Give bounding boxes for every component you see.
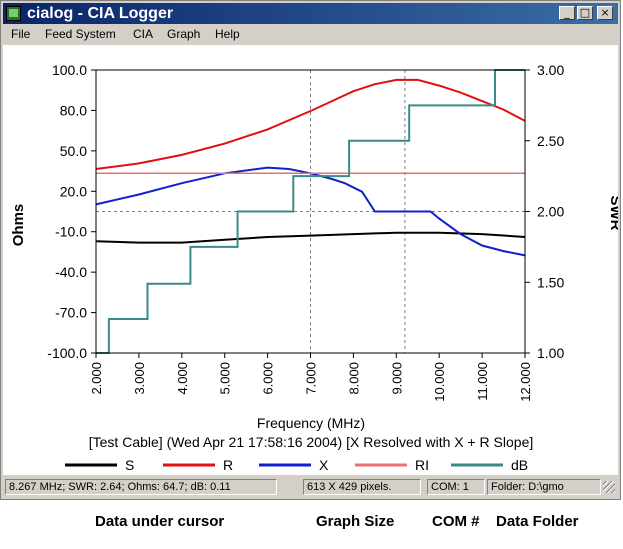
- left-tick-label: 50.0: [60, 143, 87, 159]
- right-tick-label: 3.00: [537, 62, 564, 78]
- series-line-s: [95, 231, 526, 244]
- legend: S R X RI dB: [65, 457, 528, 473]
- menu-file[interactable]: File: [11, 27, 31, 41]
- left-tick-label: -40.0: [55, 264, 87, 280]
- left-tick-label: 80.0: [60, 102, 87, 118]
- resize-grip-icon[interactable]: [603, 481, 615, 493]
- x-tick-label: 4.000: [175, 362, 190, 395]
- status-com-port: COM: 1: [427, 479, 485, 495]
- x-tick-label: 2.000: [89, 362, 104, 395]
- left-tick-label: -10.0: [55, 224, 87, 240]
- maximize-button[interactable]: □: [577, 6, 593, 20]
- x-tick-label: 3.000: [132, 362, 147, 395]
- caption-data-folder: Data Folder: [496, 513, 579, 530]
- left-tick-label: -100.0: [47, 345, 87, 361]
- right-axis-label: SWR: [607, 196, 618, 231]
- status-graph-size: 613 X 429 pixels.: [303, 479, 421, 495]
- legend-label-s: S: [125, 457, 134, 473]
- window-title: cialog - CIA Logger: [27, 5, 174, 22]
- minimize-button[interactable]: _: [559, 6, 575, 20]
- x-tick-label: 9.000: [389, 362, 404, 395]
- status-cursor-data: 8.267 MHz; SWR: 2.64; Ohms: 64.7; dB: 0.…: [5, 479, 277, 495]
- series-line-db: [96, 69, 525, 354]
- x-axis-label: Frequency (MHz): [257, 415, 365, 431]
- legend-label-db: dB: [511, 457, 528, 473]
- menu-cia[interactable]: CIA: [133, 27, 154, 41]
- right-tick-label: 2.00: [537, 204, 564, 220]
- right-tick-label: 1.50: [537, 274, 564, 290]
- app-icon[interactable]: [6, 6, 21, 21]
- x-tick-label: 7.000: [304, 362, 319, 395]
- menu-graph[interactable]: Graph: [167, 27, 201, 41]
- legend-label-x: X: [319, 457, 329, 473]
- title-bar[interactable]: cialog - CIA Logger _ □ ×: [3, 3, 618, 24]
- graph-panel[interactable]: 100.0 80.0 50.0 20.0 -10.0 -40.0 -70.0 -100.0 3.…: [3, 45, 623, 475]
- legend-label-ri: RI: [415, 457, 429, 473]
- graph-subtitle: [Test Cable] (Wed Apr 21 17:58:16 2004) …: [89, 434, 534, 450]
- caption-com-number: COM #: [432, 513, 480, 530]
- menu-feed-system[interactable]: Feed System: [45, 27, 116, 41]
- legend-label-r: R: [223, 457, 233, 473]
- menu-bar: File Feed System CIA Graph Help: [3, 25, 618, 44]
- menu-help[interactable]: Help: [215, 27, 240, 41]
- x-tick-label: 10.000: [432, 362, 447, 402]
- chart-svg[interactable]: 100.0 80.0 50.0 20.0 -10.0 -40.0 -70.0 -100.0 3.…: [3, 45, 623, 475]
- left-tick-label: -70.0: [55, 305, 87, 321]
- x-tick-label: 8.000: [346, 362, 361, 395]
- left-tick-label: 20.0: [60, 183, 87, 199]
- status-bar: 8.267 MHz; SWR: 2.64; Ohms: 64.7; dB: 0.…: [3, 477, 618, 497]
- caption-graph-size: Graph Size: [316, 513, 395, 530]
- close-button[interactable]: ×: [597, 6, 613, 20]
- series-line-r: [95, 78, 526, 170]
- left-tick-label: 100.0: [52, 62, 87, 78]
- right-tick-label: 1.00: [537, 345, 564, 361]
- status-data-folder: Folder: D:\gmo: [487, 479, 601, 495]
- app-window: cialog - CIA Logger _ □ × File Feed Syst…: [0, 0, 623, 500]
- left-axis-label: Ohms: [10, 204, 27, 247]
- x-tick-label: 6.000: [261, 362, 276, 395]
- x-tick-label: 5.000: [218, 362, 233, 395]
- caption-data-under-cursor: Data under cursor: [95, 513, 225, 530]
- x-tick-label: 12.000: [518, 362, 533, 402]
- right-tick-label: 2.50: [537, 133, 564, 149]
- x-tick-label: 11.000: [475, 362, 490, 401]
